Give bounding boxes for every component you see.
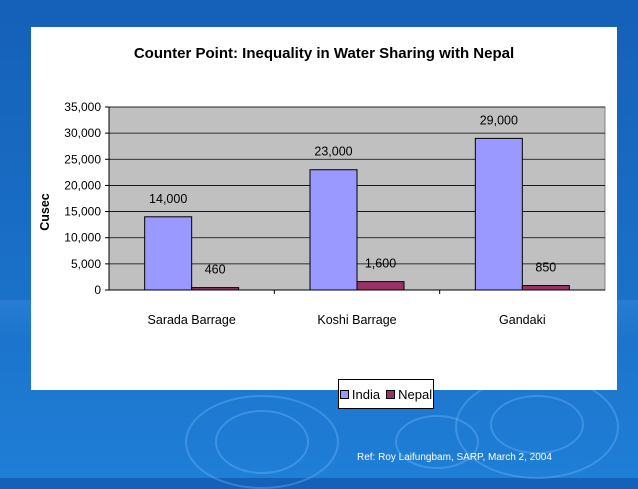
legend-swatch-nepal bbox=[386, 389, 396, 399]
bar-nepal bbox=[356, 281, 405, 291]
x-tick-label: Gandaki bbox=[499, 313, 546, 327]
data-label: 14,000 bbox=[149, 192, 187, 206]
bar-india bbox=[144, 216, 193, 291]
x-tick-label: Sarada Barrage bbox=[148, 313, 236, 327]
bar-nepal bbox=[191, 287, 240, 291]
y-tick-label: 20,000 bbox=[64, 178, 101, 192]
background-ring bbox=[490, 395, 584, 454]
background-ring bbox=[215, 410, 309, 474]
y-tick-label: 0 bbox=[94, 283, 101, 297]
reference-note: Ref: Roy Laifungbam, SARP, March 2, 2004 bbox=[357, 452, 552, 463]
background-ring bbox=[395, 415, 479, 469]
legend-swatch-india bbox=[339, 389, 349, 399]
legend-label-nepal: Nepal bbox=[398, 386, 433, 402]
y-tick-label: 25,000 bbox=[64, 152, 101, 166]
data-label: 29,000 bbox=[480, 113, 518, 127]
data-label: 1,600 bbox=[365, 257, 396, 271]
data-label: 850 bbox=[535, 261, 556, 275]
chart: Counter Point: Inequality in Water Shari… bbox=[38, 45, 606, 327]
y-tick-label: 15,000 bbox=[64, 205, 101, 219]
x-tick-label: Koshi Barrage bbox=[317, 313, 396, 327]
y-tick-label: 5,000 bbox=[71, 257, 101, 271]
data-label: 23,000 bbox=[314, 145, 352, 159]
bar-india bbox=[309, 169, 358, 291]
chart-panel: Counter Point: Inequality in Water Shari… bbox=[31, 27, 617, 409]
bar-nepal bbox=[521, 285, 570, 291]
chart-title: Counter Point: Inequality in Water Shari… bbox=[134, 45, 514, 62]
bar-india bbox=[474, 137, 523, 291]
plot-area: 0 5,000 10,000 15,000 20,000 25,000 30,000 35,0… bbox=[64, 100, 606, 327]
data-label: 460 bbox=[205, 263, 226, 277]
legend-item-india: India bbox=[339, 386, 381, 402]
y-tick-label: 35,000 bbox=[64, 100, 101, 114]
y-axis-label: Cusec bbox=[38, 193, 52, 231]
y-tick-label: 30,000 bbox=[64, 126, 101, 140]
legend-label-india: India bbox=[351, 386, 381, 402]
legend-item-nepal: Nepal bbox=[386, 387, 432, 402]
y-tick-label: 10,000 bbox=[64, 231, 101, 245]
legend: India Nepal bbox=[338, 379, 434, 409]
